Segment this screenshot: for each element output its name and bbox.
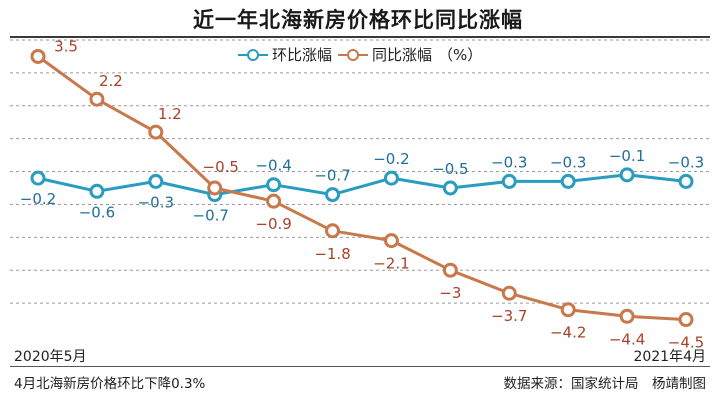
mom-data-point xyxy=(501,173,517,189)
yoy-data-point xyxy=(89,91,105,107)
x-axis-end-label: 2021年4月 xyxy=(633,349,706,365)
series-labels: −0.2 −0.6 −0.3 −0.7 −0.4 −0.7 −0.2 −0.5 −0.3 −0.3… xyxy=(20,37,704,351)
mom-data-point xyxy=(325,187,341,203)
mom-data-label: −0.3 xyxy=(668,153,704,171)
footer-rule xyxy=(10,366,710,367)
mom-data-point xyxy=(266,177,282,193)
yoy-series-line xyxy=(37,55,687,322)
legend-item-mom: 环比涨幅 xyxy=(238,44,332,65)
mom-data-label: −0.2 xyxy=(373,150,409,168)
mom-data-label: −0.7 xyxy=(193,207,229,225)
yoy-data-point xyxy=(325,223,341,239)
mom-data-label: −0.3 xyxy=(491,153,527,171)
footnote: 4月北海新房价格环比下降0.3% xyxy=(14,376,206,392)
legend-label-yoy: 同比涨幅 xyxy=(372,46,433,64)
yoy-data-label: −1.8 xyxy=(314,245,350,263)
yoy-data-point xyxy=(619,308,635,324)
mom-data-point xyxy=(678,173,694,189)
mom-data-point xyxy=(148,173,164,189)
mom-data-point xyxy=(442,180,458,196)
legend-label-mom: 环比涨幅 xyxy=(272,46,333,64)
yoy-data-point xyxy=(442,262,458,278)
yoy-data-label: −3.7 xyxy=(491,307,527,325)
yoy-data-point xyxy=(383,233,399,249)
yoy-data-label: −4.2 xyxy=(550,324,586,342)
yoy-data-point xyxy=(678,312,694,328)
yoy-data-point xyxy=(207,180,223,196)
yoy-data-label: −4.4 xyxy=(609,330,645,348)
mom-data-label: −0.7 xyxy=(314,167,350,185)
mom-data-point xyxy=(89,183,105,199)
mom-data-label: −0.1 xyxy=(609,147,645,165)
grid-lines xyxy=(10,39,710,304)
title-underline xyxy=(10,36,710,38)
mom-data-label: −0.4 xyxy=(255,157,291,175)
yoy-data-label: 2.2 xyxy=(99,72,123,90)
mom-data-label: −0.5 xyxy=(432,160,468,178)
mom-data-label: −0.6 xyxy=(79,203,115,221)
mom-data-label: −0.3 xyxy=(138,193,174,211)
yoy-data-point xyxy=(30,48,46,64)
yoy-data-label: −3 xyxy=(439,284,461,302)
yoy-data-label: 1.2 xyxy=(158,105,182,123)
x-axis-start-label: 2020年5月 xyxy=(14,349,87,365)
yoy-data-point xyxy=(148,124,164,140)
yoy-data-point xyxy=(266,193,282,209)
chart-title: 近一年北海新房价格环比同比涨幅 xyxy=(193,8,523,32)
series-points xyxy=(30,48,694,328)
yoy-data-label: 3.5 xyxy=(54,37,78,55)
legend-marker-mom xyxy=(238,48,268,62)
mom-data-point xyxy=(560,173,576,189)
mom-data-point xyxy=(383,170,399,186)
yoy-data-label: −0.9 xyxy=(255,215,291,233)
legend-marker-yoy xyxy=(338,48,369,62)
mom-data-point xyxy=(30,170,46,186)
mom-series-line xyxy=(37,173,687,197)
yoy-data-label: −4.5 xyxy=(668,334,704,352)
series-lines xyxy=(37,55,687,322)
yoy-data-point xyxy=(560,302,576,318)
yoy-data-label: −2.1 xyxy=(373,255,409,273)
mom-data-label: −0.3 xyxy=(550,153,586,171)
mom-data-point xyxy=(619,167,635,183)
yoy-data-point xyxy=(501,285,517,301)
mom-data-label: −0.2 xyxy=(20,190,56,208)
legend-unit: （%） xyxy=(438,46,483,64)
data-source: 数据来源：国家统计局 杨靖制图 xyxy=(503,376,707,392)
yoy-data-label: −0.5 xyxy=(203,158,239,176)
legend-item-yoy: 同比涨幅 （%） xyxy=(338,44,482,65)
legend: 环比涨幅 同比涨幅 （%） xyxy=(238,44,482,65)
